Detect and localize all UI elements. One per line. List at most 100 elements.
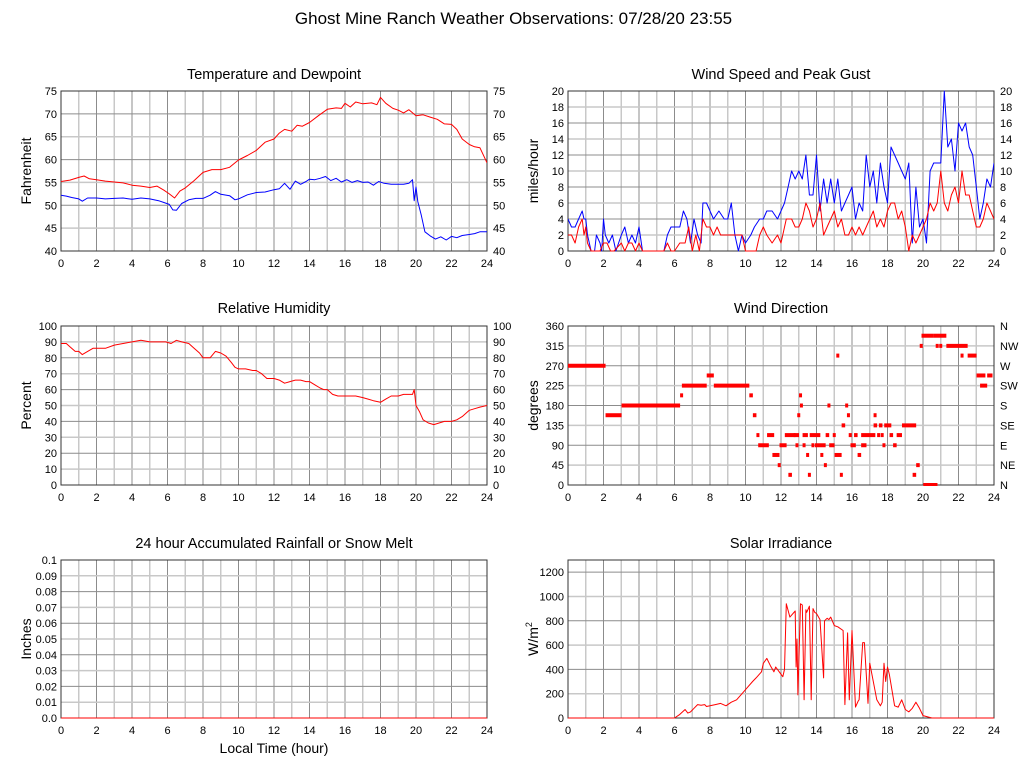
x-tick-label: 0 bbox=[58, 258, 64, 270]
y-tick-label: 65 bbox=[45, 132, 57, 144]
wind-direction-marker bbox=[845, 403, 849, 408]
x-tick-label: 8 bbox=[200, 725, 206, 737]
right-y-tick-label: 60 bbox=[493, 385, 505, 397]
chart-title: 24 hour Accumulated Rainfall or Snow Mel… bbox=[135, 536, 412, 552]
right-y-tick-label: 65 bbox=[493, 132, 505, 144]
y-tick-label: 50 bbox=[45, 200, 57, 212]
x-tick-label: 4 bbox=[129, 492, 135, 504]
y-tick-label: 1000 bbox=[540, 591, 564, 603]
x-tick-label: 22 bbox=[445, 725, 457, 737]
wind-direction-marker bbox=[756, 433, 760, 438]
y-tick-label: 20 bbox=[45, 448, 57, 460]
x-tick-label: 22 bbox=[445, 492, 457, 504]
y-tick-label: 270 bbox=[546, 361, 564, 373]
wind-direction-marker bbox=[802, 433, 808, 438]
y-axis-label: degrees bbox=[525, 380, 541, 431]
x-tick-label: 18 bbox=[881, 492, 893, 504]
y-tick-label: 90 bbox=[552, 440, 564, 452]
right-y-tick-label: 16 bbox=[1000, 118, 1012, 130]
x-tick-label: 10 bbox=[739, 492, 751, 504]
y-tick-label: 200 bbox=[546, 689, 564, 701]
right-y-tick-label: 12 bbox=[1000, 150, 1012, 162]
wind-direction-marker bbox=[807, 472, 811, 477]
x-tick-label: 6 bbox=[671, 492, 677, 504]
y-tick-label: 40 bbox=[45, 246, 57, 258]
wind-direction-marker bbox=[836, 353, 840, 358]
wind-direction-marker bbox=[806, 452, 810, 457]
wind-direction-marker bbox=[935, 343, 939, 348]
right-y-tick-label: 70 bbox=[493, 369, 505, 381]
right-y-tick-label: 45 bbox=[493, 223, 505, 235]
right-y-tick-label: 50 bbox=[493, 401, 505, 413]
y-tick-label: 2 bbox=[558, 230, 564, 242]
chart-title: Temperature and Dewpoint bbox=[187, 67, 361, 83]
right-y-tick-label: 20 bbox=[493, 448, 505, 460]
x-tick-label: 16 bbox=[846, 725, 858, 737]
right-y-tick-label: 60 bbox=[493, 155, 505, 167]
x-tick-label: 20 bbox=[410, 492, 422, 504]
x-tick-label: 4 bbox=[129, 725, 135, 737]
x-tick-label: 2 bbox=[93, 725, 99, 737]
x-tick-label: 24 bbox=[988, 492, 1000, 504]
y-tick-label: 400 bbox=[546, 664, 564, 676]
wind-direction-marker bbox=[921, 333, 934, 338]
right-y-tick-label: 14 bbox=[1000, 134, 1012, 146]
x-tick-label: 18 bbox=[374, 258, 386, 270]
chart-title: Wind Speed and Peak Gust bbox=[692, 67, 871, 83]
x-tick-label: 10 bbox=[232, 492, 244, 504]
right-y-tick-label: 50 bbox=[493, 200, 505, 212]
y-axis-label: Percent bbox=[18, 381, 34, 429]
wind-direction-marker bbox=[680, 393, 684, 398]
chart-title: Wind Direction bbox=[734, 301, 828, 317]
y-tick-label: 30 bbox=[45, 432, 57, 444]
y-tick-label: 0.02 bbox=[36, 681, 57, 693]
wind-direction-marker bbox=[799, 403, 803, 408]
y-tick-label: 60 bbox=[45, 385, 57, 397]
right-y-tick-label: 100 bbox=[493, 321, 511, 333]
right-y-tick-label: 20 bbox=[1000, 86, 1012, 98]
right-y-tick-label: SE bbox=[1000, 420, 1015, 432]
wind-direction-marker bbox=[568, 363, 606, 368]
wind-direction-marker bbox=[873, 423, 878, 428]
x-tick-label: 20 bbox=[917, 725, 929, 737]
x-tick-label: 12 bbox=[268, 258, 280, 270]
wind-direction-marker bbox=[846, 413, 850, 418]
x-tick-label: 12 bbox=[268, 492, 280, 504]
wind-direction-marker bbox=[960, 353, 964, 358]
x-tick-label: 4 bbox=[636, 258, 642, 270]
y-tick-label: 1200 bbox=[540, 567, 564, 579]
series-dewpoint bbox=[61, 176, 487, 241]
wind-direction-marker bbox=[854, 433, 858, 438]
wind-direction-marker bbox=[861, 443, 867, 448]
x-tick-label: 4 bbox=[636, 492, 642, 504]
y-tick-label: 0 bbox=[558, 246, 564, 258]
right-y-tick-label: W bbox=[1000, 361, 1011, 373]
right-y-tick-label: 4 bbox=[1000, 214, 1006, 226]
wind-direction-marker bbox=[834, 452, 842, 457]
y-tick-label: 75 bbox=[45, 86, 57, 98]
y-tick-label: 10 bbox=[552, 166, 564, 178]
wind-direction-marker bbox=[919, 343, 923, 348]
right-y-tick-label: NW bbox=[1000, 341, 1019, 353]
x-tick-label: 2 bbox=[600, 258, 606, 270]
x-tick-label: 6 bbox=[164, 725, 170, 737]
wind-direction-marker bbox=[784, 433, 796, 438]
right-y-tick-label: 55 bbox=[493, 177, 505, 189]
page-title: Ghost Mine Ranch Weather Observations: 0… bbox=[294, 9, 733, 28]
x-tick-label: 6 bbox=[164, 258, 170, 270]
wind-direction-marker bbox=[802, 443, 806, 448]
wind-direction-marker bbox=[893, 443, 897, 448]
wind-direction-marker bbox=[793, 433, 800, 438]
y-axis-label: miles/hour bbox=[525, 138, 541, 203]
y-tick-label: 8 bbox=[558, 182, 564, 194]
wind-direction-marker bbox=[841, 423, 846, 428]
x-tick-label: 0 bbox=[565, 492, 571, 504]
x-tick-label: 18 bbox=[374, 725, 386, 737]
x-tick-label: 2 bbox=[93, 492, 99, 504]
wind-direction-marker bbox=[605, 413, 622, 418]
y-tick-label: 80 bbox=[45, 353, 57, 365]
right-y-tick-label: N bbox=[1000, 321, 1008, 333]
